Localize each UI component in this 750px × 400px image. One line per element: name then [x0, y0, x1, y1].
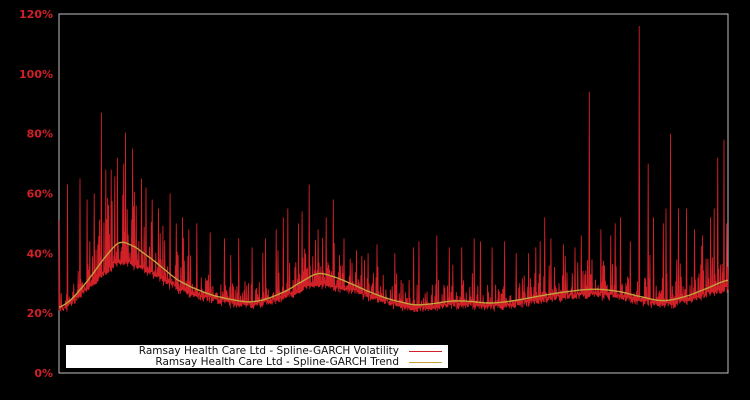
- legend-line-sample-trend: [409, 361, 442, 363]
- legend-line-sample-volatility: [409, 350, 442, 352]
- y-axis-tick-label: 120%: [19, 8, 53, 21]
- legend-entry-volatility: Ramsay Health Care Ltd - Spline-GARCH Vo…: [66, 344, 448, 357]
- legend-label-volatility: Ramsay Health Care Ltd - Spline-GARCH Vo…: [138, 344, 399, 357]
- trend-series-line: [58, 241, 729, 308]
- y-axis-tick-label: 60%: [27, 188, 53, 201]
- volatility-series-line: [58, 25, 729, 313]
- y-axis-tick-label: 0%: [34, 367, 53, 380]
- y-axis-tick-label: 100%: [19, 68, 53, 81]
- legend-label-trend: Ramsay Health Care Ltd - Spline-GARCH Tr…: [155, 355, 399, 368]
- y-axis-tick-label: 20%: [27, 307, 53, 320]
- legend-entry-trend: Ramsay Health Care Ltd - Spline-GARCH Tr…: [66, 355, 448, 368]
- plot-area: [58, 13, 729, 374]
- legend: Ramsay Health Care Ltd - Spline-GARCH Vo…: [66, 345, 448, 368]
- y-axis-tick-label: 80%: [27, 128, 53, 141]
- y-axis-tick-label: 40%: [27, 247, 53, 260]
